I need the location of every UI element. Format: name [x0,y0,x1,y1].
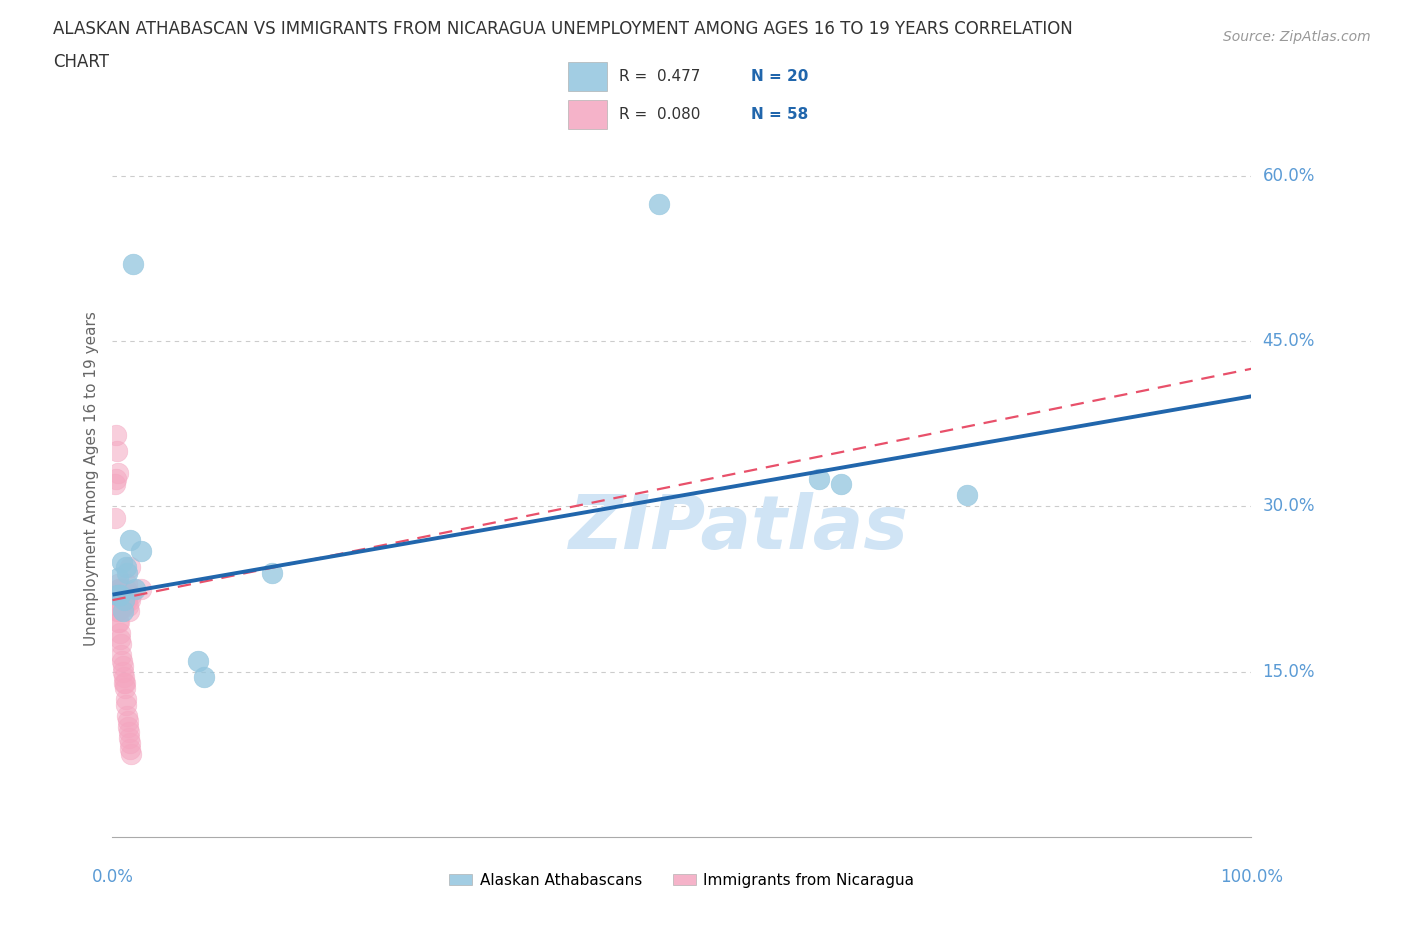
Point [112,598,135,613]
Point [110,554,132,569]
Point [111,587,134,602]
Point [105,587,128,602]
Point [120,587,142,602]
Point [110,587,132,602]
Point [118,736,141,751]
Point [115,592,138,607]
Text: 0.0%: 0.0% [91,868,134,885]
Point [193,670,215,684]
Point [117,587,139,602]
Point [129,543,152,558]
Point [105,472,128,486]
Text: CHART: CHART [53,53,110,71]
Point [111,604,134,618]
Legend: Alaskan Athabascans, Immigrants from Nicaragua: Alaskan Athabascans, Immigrants from Nic… [443,867,921,894]
Point [115,581,138,596]
Point [114,587,136,602]
Point [124,581,146,596]
Point [129,581,152,596]
Point [122,257,145,272]
Point [118,532,141,547]
Point [111,664,134,679]
Point [117,720,139,735]
Point [105,444,128,458]
Point [105,598,128,613]
Point [110,581,132,596]
Text: Source: ZipAtlas.com: Source: ZipAtlas.com [1223,30,1371,44]
Point [117,714,139,729]
Point [114,681,136,696]
Point [830,477,852,492]
Point [112,670,135,684]
Point [112,592,135,607]
Point [111,653,134,668]
Point [105,604,128,618]
Point [105,592,128,607]
Text: ALASKAN ATHABASCAN VS IMMIGRANTS FROM NICARAGUA UNEMPLOYMENT AMONG AGES 16 TO 19: ALASKAN ATHABASCAN VS IMMIGRANTS FROM NI… [53,20,1073,38]
Point [110,592,132,607]
Point [117,577,139,591]
Point [107,577,129,591]
Point [114,598,136,613]
Point [115,709,138,724]
Point [120,747,142,762]
Point [115,698,138,712]
Point [110,637,132,652]
Point [108,615,131,630]
Point [114,587,136,602]
Text: N = 58: N = 58 [751,107,808,122]
Y-axis label: Unemployment Among Ages 16 to 19 years: Unemployment Among Ages 16 to 19 years [83,312,98,646]
Point [107,571,129,586]
Point [260,565,283,580]
Text: 30.0%: 30.0% [1263,498,1315,515]
Point [107,581,129,596]
Point [115,560,138,575]
Bar [568,62,607,90]
Point [187,653,209,668]
Point [112,592,135,607]
Text: 45.0%: 45.0% [1263,332,1315,351]
Point [104,428,127,443]
Text: N = 20: N = 20 [751,69,808,84]
Point [108,587,131,602]
Point [111,658,134,673]
Point [107,604,129,618]
Point [118,604,141,618]
Point [648,196,671,211]
Point [108,626,131,641]
Point [107,466,129,481]
Point [114,675,136,690]
Point [956,488,979,503]
Text: R =  0.080: R = 0.080 [619,107,700,122]
Point [115,692,138,707]
Point [117,598,139,613]
Bar [568,100,607,128]
Point [108,587,131,602]
Point [118,724,141,739]
Point [104,477,127,492]
Point [117,565,139,580]
Point [112,675,135,690]
Point [108,581,131,596]
Point [110,631,132,646]
Point [110,648,132,663]
Point [118,730,141,745]
Text: 100.0%: 100.0% [1220,868,1282,885]
Point [111,592,134,607]
Text: 60.0%: 60.0% [1263,167,1315,185]
Point [807,472,830,486]
Point [104,587,127,602]
Text: ZIPatlas: ZIPatlas [569,492,908,565]
Point [107,615,129,630]
Text: 15.0%: 15.0% [1263,663,1315,681]
Text: R =  0.477: R = 0.477 [619,69,700,84]
Point [104,510,127,525]
Point [118,560,141,575]
Point [120,592,142,607]
Point [120,741,142,756]
Point [110,587,132,602]
